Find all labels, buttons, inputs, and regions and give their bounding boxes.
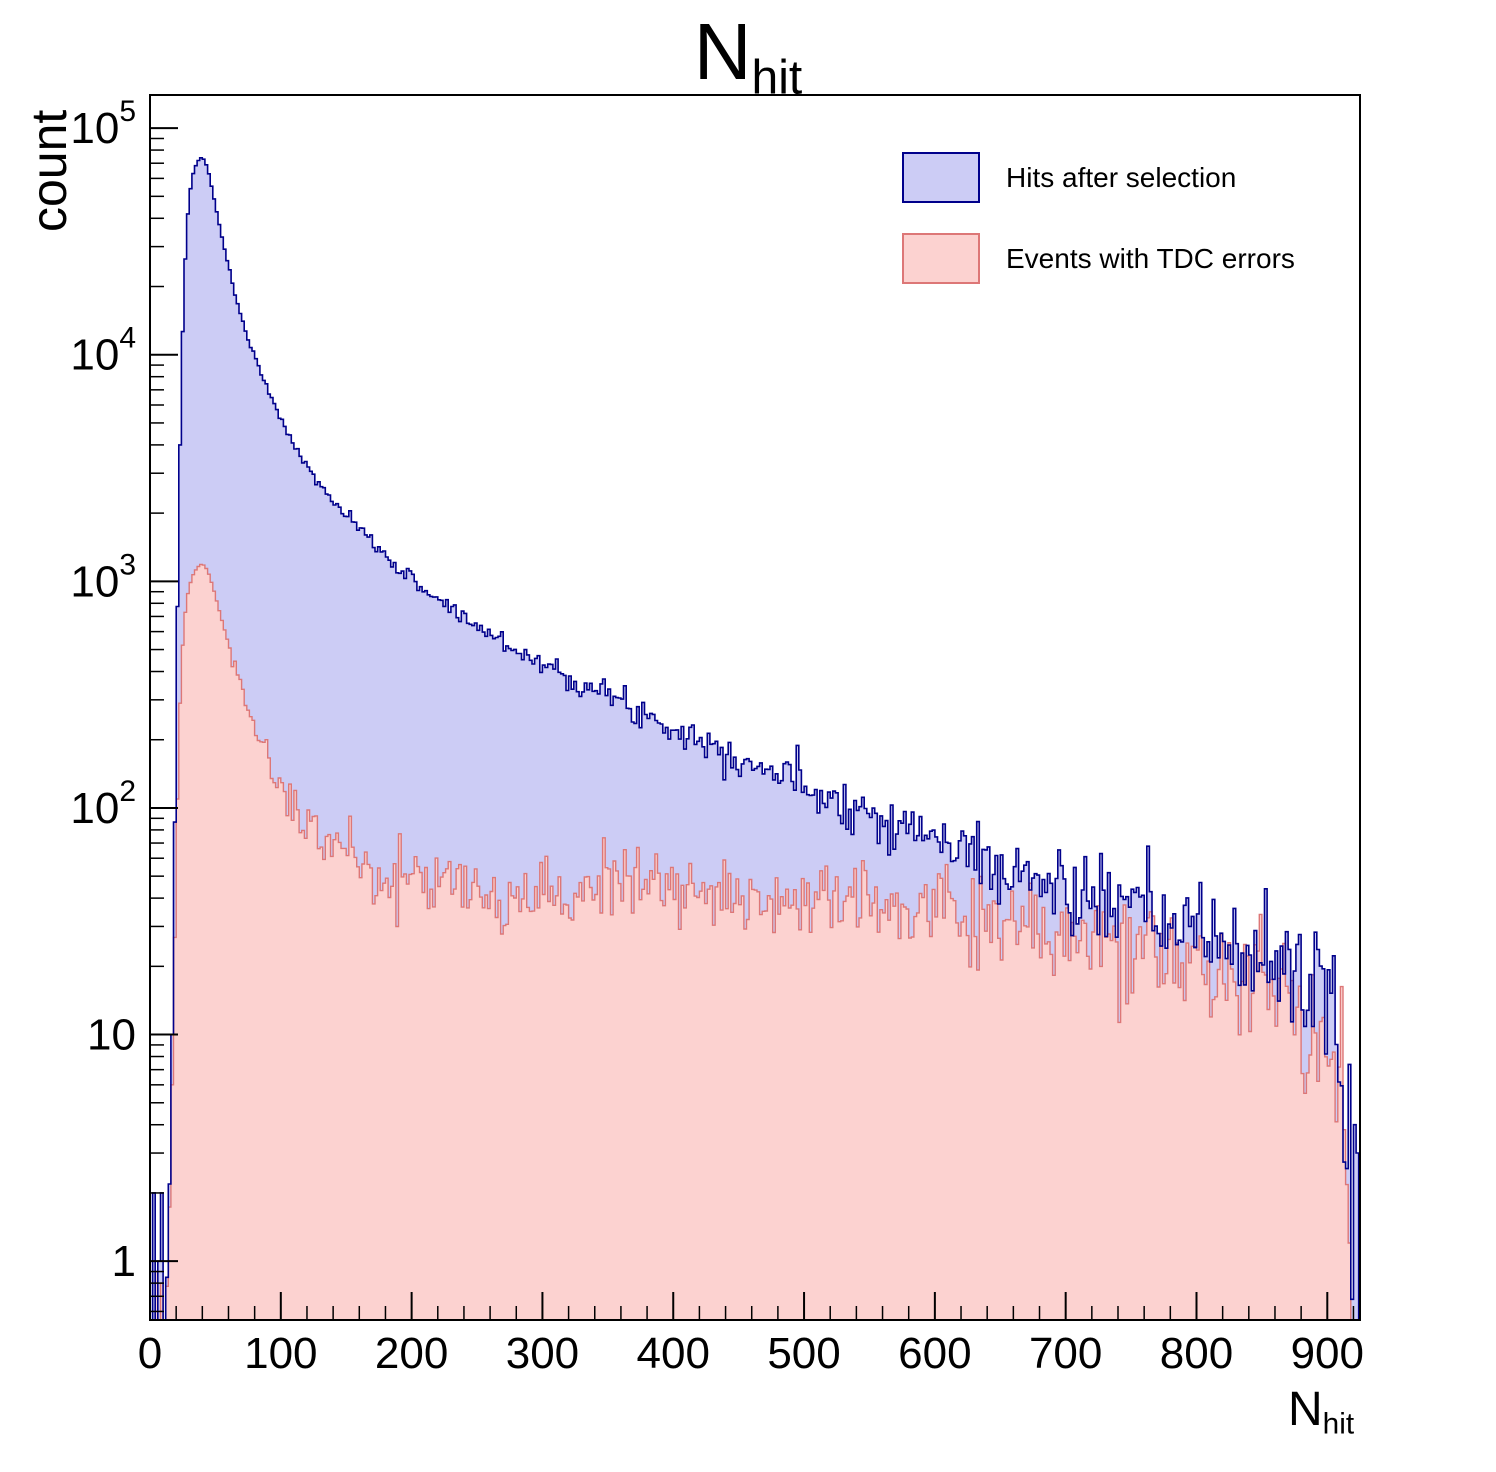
x-axis-ticks: 0 100 200 300 400 500 600 700 800 900	[138, 1292, 1364, 1378]
x-tick-label: 600	[898, 1329, 971, 1378]
series-tdc-errors-fill	[150, 564, 1359, 1320]
x-axis-title: Nhit	[1288, 1382, 1354, 1441]
x-tick-label: 300	[506, 1329, 579, 1378]
chart-title: Nhit	[0, 6, 1496, 105]
legend: Hits after selection Events with TDC err…	[902, 152, 1295, 314]
x-tick-label: 200	[375, 1329, 448, 1378]
x-axis-title-main: N	[1288, 1383, 1323, 1436]
plot-frame	[149, 94, 1361, 1321]
legend-swatch-pink	[902, 233, 980, 284]
series-layer	[150, 157, 1360, 1320]
legend-entry-tdc-errors: Events with TDC errors	[902, 233, 1295, 284]
y-tick-label: 10	[87, 1011, 136, 1060]
chart-title-main: N	[693, 7, 752, 96]
x-axis-title-sub: hit	[1322, 1407, 1355, 1441]
y-axis-ticks: 1 10 102 103 104 105	[70, 95, 178, 1313]
legend-swatch-blue	[902, 152, 980, 203]
x-tick-label: 900	[1291, 1329, 1364, 1378]
chart-title-sub: hit	[751, 51, 803, 105]
y-tick-label: 1	[112, 1237, 136, 1286]
x-tick-label: 0	[138, 1329, 162, 1378]
y-tick-label: 104	[70, 322, 136, 380]
y-axis-title: count	[21, 109, 77, 232]
legend-entry-hits-after-selection: Hits after selection	[902, 152, 1295, 203]
y-tick-label: 103	[70, 548, 136, 606]
legend-label: Hits after selection	[1006, 161, 1237, 193]
x-tick-label: 400	[637, 1329, 710, 1378]
x-tick-label: 500	[767, 1329, 840, 1378]
x-tick-label: 700	[1029, 1329, 1102, 1378]
x-tick-label: 100	[244, 1329, 317, 1378]
x-tick-label: 800	[1160, 1329, 1233, 1378]
legend-label: Events with TDC errors	[1006, 242, 1295, 274]
series-tdc-errors-line	[150, 563, 1359, 1320]
y-tick-label: 105	[70, 95, 136, 153]
series-hits-after-selection-line	[150, 157, 1360, 1320]
y-tick-label: 102	[70, 775, 136, 833]
